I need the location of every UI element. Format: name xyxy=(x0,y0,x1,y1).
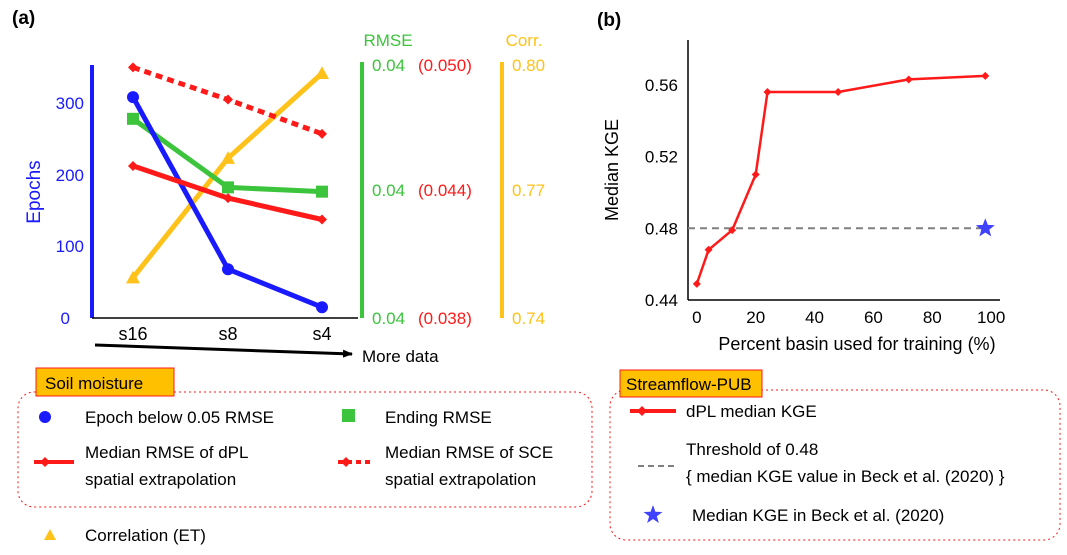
panel-a-plot: s16 s8 s4 xyxy=(118,62,332,344)
kge-point-4 xyxy=(704,245,713,254)
kge-point-98 xyxy=(981,71,990,80)
legend-dpl-text-2: spatial extrapolation xyxy=(85,470,236,489)
dpl-rmse-point-s8 xyxy=(223,193,233,204)
ending-rmse-point-s4 xyxy=(316,185,328,198)
sce-tick-mid: (0.044) xyxy=(418,181,472,200)
kge-x-tick-20: 20 xyxy=(746,308,765,327)
kge-point-0 xyxy=(692,279,701,288)
legend-ending-marker xyxy=(342,409,355,422)
x-tick-s8: s8 xyxy=(218,324,237,344)
kge-series-line xyxy=(695,74,986,285)
epoch-point-s16 xyxy=(127,91,139,104)
correlation-point-s16 xyxy=(126,270,140,284)
rmse-axis-title: RMSE xyxy=(363,31,412,50)
epochs-tick-100: 100 xyxy=(56,237,84,256)
legend-threshold-text-2: { median KGE value in Beck et al. (2020)… xyxy=(686,467,1005,486)
ending-rmse-point-s16 xyxy=(127,112,139,125)
kge-y-tick-0.52: 0.52 xyxy=(645,148,678,167)
sce-rmse-point-s16 xyxy=(128,62,138,73)
rmse-tick-mid: 0.04 xyxy=(372,181,405,200)
soil-moisture-legend-title-box xyxy=(35,367,175,397)
legend-kge-text: dPL median KGE xyxy=(686,402,817,421)
ending-rmse-point-s8 xyxy=(222,181,234,194)
legend-sce-text-2: spatial extrapolation xyxy=(385,470,536,489)
panel-b-frame xyxy=(687,40,1000,301)
more-data-arrow xyxy=(94,343,353,358)
soil-moisture-legend: Soil moisture Epoch below 0.05 RMSE Endi… xyxy=(17,367,593,545)
legend-beck-star-icon xyxy=(643,505,663,523)
epoch-point-s4 xyxy=(316,301,328,314)
sce-rmse-point-s4 xyxy=(317,128,327,139)
rmse-tick-bottom: 0.04 xyxy=(372,309,405,328)
legend-corr-text: Correlation (ET) xyxy=(85,526,206,545)
panel-a-axes xyxy=(90,62,504,319)
kge-y-tick-0.56: 0.56 xyxy=(645,76,678,95)
panel-a-label: (a) xyxy=(12,8,35,29)
kge-y-axis-label: Median KGE xyxy=(602,119,622,221)
legend-dpl-text-1: Median RMSE of dPL xyxy=(85,443,248,462)
dpl-rmse-point-s4 xyxy=(317,214,327,225)
legend-ending-text: Ending RMSE xyxy=(385,408,492,427)
kge-point-24 xyxy=(763,88,772,96)
streamflow-legend-frame xyxy=(609,389,1061,541)
corr-tick-mid: 0.77 xyxy=(512,181,545,200)
correlation-point-s8 xyxy=(221,151,235,164)
correlation-point-s4 xyxy=(315,66,329,80)
dpl-rmse-point-s16 xyxy=(128,160,138,171)
legend-sce-marker xyxy=(341,457,351,467)
legend-beck-text: Median KGE in Beck et al. (2020) xyxy=(692,506,944,525)
x-tick-s16: s16 xyxy=(118,324,147,344)
sce-rmse-point-s8 xyxy=(223,94,233,105)
streamflow-legend: Streamflow-PUB dPL median KGE Threshold … xyxy=(609,369,1061,541)
panel-b-plot: 0 20 40 60 80 100 0.44 0.48 0.52 0.56 xyxy=(645,71,1005,327)
legend-kge-marker xyxy=(637,406,647,416)
kge-point-48 xyxy=(834,88,843,96)
epochs-tick-200: 200 xyxy=(56,166,84,185)
legend-dpl-marker xyxy=(40,457,50,467)
kge-point-20 xyxy=(751,170,760,179)
more-data-label: More data xyxy=(362,347,439,366)
streamflow-legend-title-box xyxy=(619,369,763,398)
corr-tick-top: 0.80 xyxy=(512,56,545,75)
corr-axis-title: Corr. xyxy=(506,31,543,50)
kge-x-tick-60: 60 xyxy=(864,308,883,327)
sce-tick-bottom: (0.038) xyxy=(418,309,472,328)
kge-x-axis-label: Percent basin used for training (%) xyxy=(718,334,995,354)
sce-tick-top: (0.050) xyxy=(418,56,472,75)
kge-point-12 xyxy=(728,226,737,235)
panel-b-label: (b) xyxy=(597,10,621,31)
legend-threshold-text-1: Threshold of 0.48 xyxy=(686,440,818,459)
kge-x-tick-100: 100 xyxy=(977,308,1005,327)
streamflow-legend-title: Streamflow-PUB xyxy=(626,375,752,394)
epochs-axis-title: Epochs xyxy=(24,160,45,223)
x-tick-s4: s4 xyxy=(312,324,331,344)
epochs-tick-0: 0 xyxy=(61,309,70,328)
kge-y-tick-0.48: 0.48 xyxy=(645,219,678,238)
kge-x-tick-80: 80 xyxy=(923,308,942,327)
kge-point-72 xyxy=(904,75,913,84)
legend-corr-marker xyxy=(44,529,56,540)
kge-x-tick-40: 40 xyxy=(805,308,824,327)
corr-tick-bottom: 0.74 xyxy=(512,309,545,328)
legend-epoch-marker xyxy=(39,411,51,423)
soil-moisture-legend-title: Soil moisture xyxy=(45,374,143,393)
beck-star-point xyxy=(975,218,995,237)
kge-y-tick-0.44: 0.44 xyxy=(645,291,678,310)
legend-epoch-text: Epoch below 0.05 RMSE xyxy=(85,408,274,427)
epoch-point-s8 xyxy=(222,263,234,276)
rmse-tick-top: 0.04 xyxy=(372,56,405,75)
epochs-tick-300: 300 xyxy=(56,94,84,113)
soil-moisture-legend-frame xyxy=(17,391,593,508)
legend-sce-text-1: Median RMSE of SCE xyxy=(385,443,553,462)
kge-x-tick-0: 0 xyxy=(692,308,701,327)
